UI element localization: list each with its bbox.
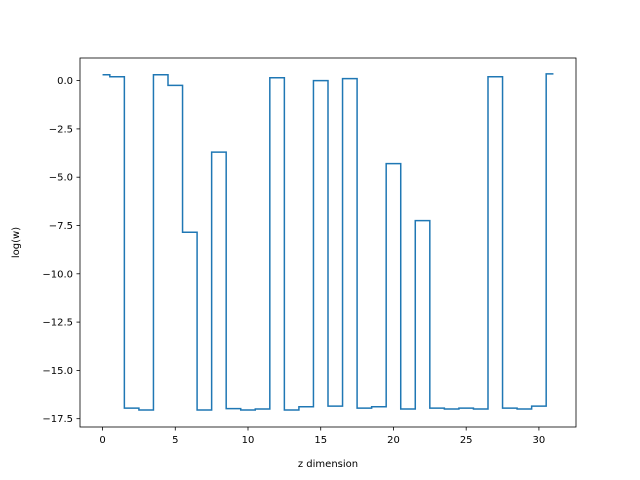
y-tick-label: −7.5: [49, 221, 73, 232]
y-tick-label: 0.0: [57, 76, 73, 87]
x-axis-label: z dimension: [298, 459, 358, 470]
plot-area: [102, 73, 554, 411]
y-tick-label: −12.5: [42, 318, 73, 329]
y-tick-label: −2.5: [49, 124, 73, 135]
y-axis-label: log(w): [11, 227, 22, 258]
y-tick-label: −17.5: [42, 414, 73, 425]
x-tick-label: 5: [172, 435, 178, 446]
series-line: [102, 73, 554, 411]
x-tick-label: 10: [242, 435, 255, 446]
y-tick-label: −15.0: [42, 366, 73, 377]
y-axis: 0.0 −2.5 −5.0 −7.5 −10.0 −12.5 −15.0 −17.5: [42, 76, 80, 425]
x-tick-label: 20: [387, 435, 400, 446]
x-tick-label: 25: [460, 435, 473, 446]
axes-frame: [79, 57, 577, 428]
y-tick-label: −10.0: [42, 269, 73, 280]
x-tick-label: 15: [314, 435, 327, 446]
x-tick-label: 0: [99, 435, 105, 446]
x-axis: 0 5 10 15 20 25 30: [99, 427, 545, 446]
x-tick-label: 30: [533, 435, 546, 446]
y-tick-label: −5.0: [49, 173, 73, 184]
